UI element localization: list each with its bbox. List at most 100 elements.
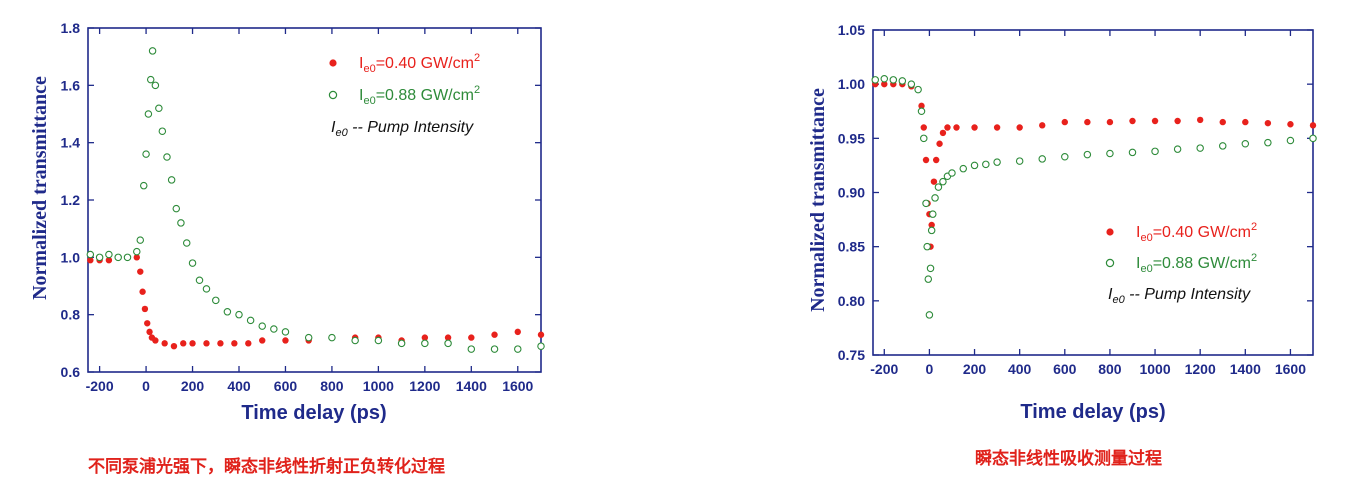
x-tick-label: 800 (320, 378, 344, 394)
y-tick-label: 0.6 (61, 364, 81, 380)
y-tick-label: 1.2 (61, 192, 81, 208)
data-point (514, 345, 522, 353)
chart-right: -200 0 200 400 600 800 1000 1200 1400 1600 0.75 0.8… (807, 22, 1317, 423)
data-point (202, 285, 211, 293)
y-axis-label: Normalized transmittance (807, 88, 829, 312)
data-point (1039, 122, 1046, 129)
x-tick-label: 0 (142, 378, 150, 394)
x-tick-label: 1000 (363, 378, 394, 394)
data-point (281, 328, 290, 336)
data-point (421, 334, 429, 341)
data-point (907, 80, 916, 88)
x-tick-label: -200 (870, 361, 898, 377)
data-point (491, 331, 498, 338)
data-point (142, 150, 150, 158)
data-point (146, 328, 153, 336)
x-tick-label: 1000 (1139, 361, 1170, 377)
data-point (246, 316, 255, 325)
y-tick-label: 0.90 (838, 185, 865, 201)
data-point (223, 308, 232, 316)
data-point (1129, 117, 1136, 125)
x-axis-label: Time delay (ps) (1020, 401, 1165, 423)
x-tick-label: 1200 (409, 378, 440, 394)
data-point (537, 331, 545, 338)
data-point (889, 76, 898, 84)
data-point (917, 107, 926, 116)
x-tick-label: 400 (227, 378, 251, 394)
data-point (245, 340, 252, 347)
legend-entry: Ie0=0.40 GW/cm2 (1136, 221, 1257, 244)
x-tick-label: 1400 (456, 378, 487, 394)
data-point (444, 339, 452, 348)
data-point (930, 178, 938, 185)
legend-marker (328, 90, 338, 100)
data-point (939, 177, 947, 186)
x-tick-label: 800 (1098, 361, 1122, 377)
data-point (1264, 119, 1272, 127)
series-2 (86, 47, 545, 353)
data-point (152, 337, 159, 344)
data-point (231, 340, 238, 347)
data-point (1061, 118, 1068, 126)
data-point (304, 333, 313, 342)
data-point (970, 161, 979, 170)
legend-entry: Ie0=0.40 GW/cm2 (359, 52, 480, 75)
data-point (1151, 147, 1159, 156)
data-point (95, 253, 104, 262)
data-point (258, 322, 266, 330)
data-point (939, 129, 947, 137)
data-point (1286, 136, 1295, 145)
data-point (514, 328, 521, 336)
data-point (148, 47, 157, 55)
data-point (203, 340, 210, 347)
y-tick-label: 1.00 (838, 76, 865, 92)
data-point (1218, 142, 1227, 150)
caption-right: 瞬态非线性吸收测量过程 (975, 449, 1162, 469)
data-point (982, 160, 990, 169)
data-point (880, 75, 889, 83)
data-point (932, 156, 940, 164)
data-point (1083, 150, 1092, 159)
data-point (133, 247, 141, 256)
data-point (468, 334, 475, 341)
data-point (914, 85, 922, 94)
data-point (212, 296, 220, 305)
data-point (922, 199, 930, 208)
caption-left: 不同泵浦光强下，瞬态非线性折射正负转化过程 (88, 457, 445, 477)
y-tick-label: 1.4 (61, 135, 81, 151)
data-point (1061, 153, 1069, 161)
x-tick-label: 1400 (1230, 361, 1261, 377)
x-tick-label: 1600 (502, 378, 533, 394)
x-tick-label: 200 (181, 378, 205, 394)
data-point (163, 153, 171, 161)
data-point (934, 183, 943, 191)
data-point (161, 340, 168, 347)
data-point (133, 254, 140, 261)
data-point (172, 204, 181, 213)
data-point (944, 124, 951, 131)
y-tick-label: 0.80 (838, 293, 865, 309)
data-point (351, 336, 359, 345)
data-point (467, 345, 476, 353)
data-point (928, 221, 935, 229)
data-point (151, 81, 160, 90)
data-point (421, 339, 429, 348)
y-tick-label: 1.0 (61, 249, 81, 265)
data-point (1241, 140, 1250, 148)
data-point (139, 288, 146, 295)
data-point (1309, 134, 1317, 143)
y-tick-label: 0.75 (838, 347, 865, 363)
data-point (167, 176, 176, 184)
data-point (195, 276, 204, 285)
x-axis-label: Time delay (ps) (241, 402, 386, 424)
data-point (188, 259, 197, 267)
data-point (444, 334, 452, 341)
x-tick-label: 1200 (1185, 361, 1216, 377)
data-point (931, 194, 939, 202)
data-point (871, 76, 880, 84)
data-point (1242, 118, 1249, 126)
data-point (898, 77, 907, 85)
series-2 (871, 75, 1317, 319)
legend-note: Ie0 -- Pump Intensity (1108, 286, 1251, 306)
